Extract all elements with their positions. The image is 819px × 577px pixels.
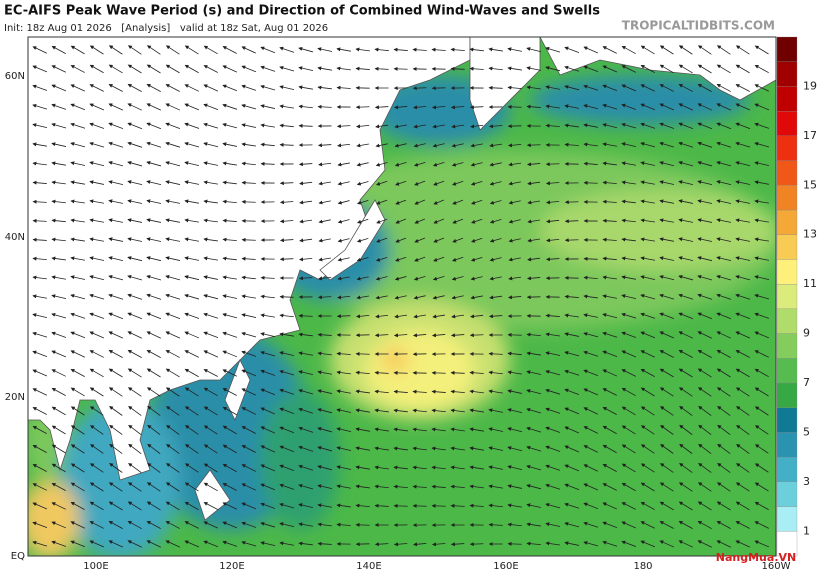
colorbar-step bbox=[777, 185, 797, 210]
lat-label: 40N bbox=[5, 232, 25, 243]
arrow bbox=[528, 145, 541, 146]
arrow bbox=[394, 373, 407, 374]
lat-labels: 60N 40N 20N EQ bbox=[5, 71, 25, 562]
colorbar-step bbox=[777, 358, 797, 383]
colorbar-label: 19 bbox=[803, 79, 817, 92]
colorbar-label: 13 bbox=[803, 228, 817, 241]
colorbar-step bbox=[777, 161, 797, 186]
colorbar-label: 9 bbox=[803, 327, 810, 340]
colorbar-label: 15 bbox=[803, 178, 817, 191]
lon-label: 120E bbox=[219, 561, 244, 572]
colorbar-label: 5 bbox=[803, 425, 810, 438]
arrow bbox=[584, 183, 597, 184]
colorbar-step bbox=[777, 86, 797, 111]
arrow bbox=[471, 335, 484, 336]
lat-label: 60N bbox=[5, 71, 25, 82]
lon-label: 160E bbox=[493, 561, 518, 572]
arrow bbox=[471, 544, 484, 545]
colorbar-label: 1 bbox=[803, 524, 810, 537]
colorbar-label: 11 bbox=[803, 277, 817, 290]
colorbar-step bbox=[777, 507, 797, 532]
colorbar-label: 17 bbox=[803, 129, 817, 142]
arrow bbox=[394, 506, 407, 507]
logo: NangMua.VN bbox=[716, 551, 796, 564]
arrow bbox=[566, 202, 579, 203]
colorbar-step bbox=[777, 210, 797, 235]
map bbox=[20, 37, 780, 560]
lat-label: EQ bbox=[11, 551, 25, 562]
watermark: TROPICALTIDBITS.COM bbox=[622, 19, 775, 33]
colorbar-step bbox=[777, 482, 797, 507]
arrow bbox=[242, 202, 255, 203]
title: EC-AIFS Peak Wave Period (s) and Directi… bbox=[4, 4, 600, 19]
colorbar-step bbox=[777, 259, 797, 284]
arrow bbox=[508, 544, 521, 545]
colorbar-step bbox=[777, 383, 797, 408]
colorbar-step bbox=[777, 408, 797, 433]
colorbar-step bbox=[777, 334, 797, 359]
lat-label: 20N bbox=[5, 392, 25, 403]
init-line: Init: 18z Aug 01 2026 [Analysis] valid a… bbox=[4, 23, 328, 34]
colorbar-step bbox=[777, 309, 797, 334]
colorbar-step bbox=[777, 284, 797, 309]
colorbar-step bbox=[777, 37, 797, 62]
colorbar-step bbox=[777, 235, 797, 260]
colorbar-step bbox=[777, 111, 797, 136]
arrow bbox=[508, 335, 521, 336]
colorbar-step bbox=[777, 432, 797, 457]
colorbar-label: 7 bbox=[803, 376, 810, 389]
colorbar-step bbox=[777, 457, 797, 482]
colorbar-step bbox=[777, 62, 797, 87]
lon-label: 140E bbox=[356, 561, 381, 572]
lon-label: 180 bbox=[633, 561, 652, 572]
colorbar-label: 3 bbox=[803, 475, 810, 488]
colorbar-step bbox=[777, 136, 797, 161]
lon-label: 100E bbox=[83, 561, 108, 572]
